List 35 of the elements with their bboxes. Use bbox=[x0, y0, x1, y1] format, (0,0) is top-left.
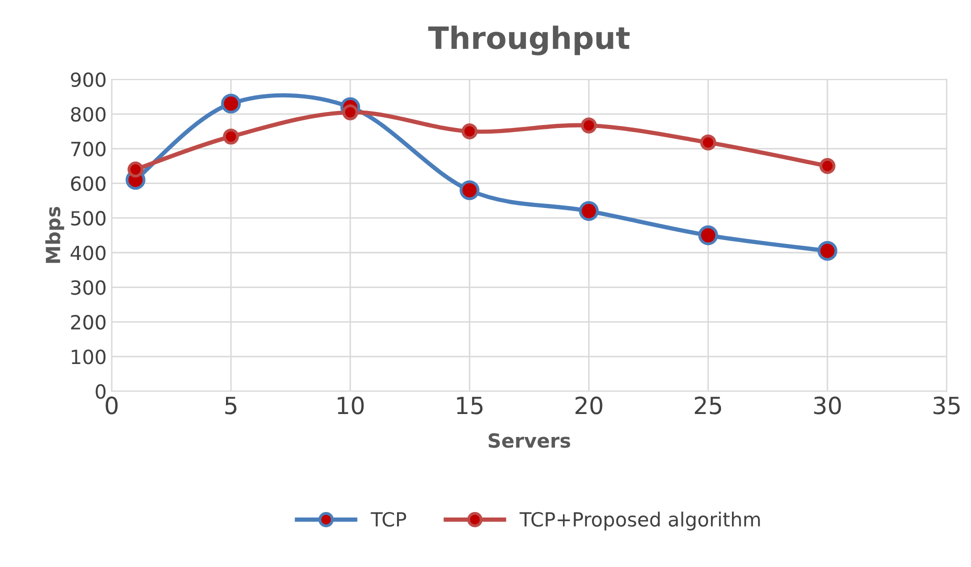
y-tick-label: 700 bbox=[71, 142, 106, 156]
y-tick-label: 800 bbox=[71, 106, 106, 122]
point bbox=[462, 123, 478, 140]
point bbox=[819, 158, 836, 174]
x-tick-label: 25 bbox=[694, 396, 722, 414]
x-tick-label: 15 bbox=[457, 396, 483, 414]
x-axis-title: Servers bbox=[488, 433, 570, 448]
y-tick-label: 600 bbox=[71, 176, 106, 191]
point bbox=[342, 104, 358, 120]
y-tick-label: 100 bbox=[72, 350, 106, 364]
point bbox=[222, 128, 239, 145]
y-tick-label: 200 bbox=[71, 314, 106, 330]
x-tick-label: 20 bbox=[576, 396, 602, 414]
point bbox=[698, 225, 718, 246]
y-tick-label: 300 bbox=[71, 280, 106, 295]
y-tick-label: 900 bbox=[70, 72, 106, 88]
x-tick-label: 0 bbox=[106, 396, 118, 414]
point bbox=[818, 241, 838, 261]
point bbox=[221, 94, 241, 114]
y-tick-label: 0 bbox=[96, 384, 106, 399]
x-tick-label: 5 bbox=[225, 396, 236, 414]
point bbox=[580, 117, 597, 134]
x-tick-label: 35 bbox=[934, 396, 960, 414]
point bbox=[578, 201, 599, 221]
y-tick-label: 400 bbox=[70, 246, 106, 260]
y-tick-label: 500 bbox=[71, 210, 106, 226]
point bbox=[128, 161, 144, 178]
point bbox=[460, 180, 480, 200]
x-tick-label: 10 bbox=[338, 396, 364, 414]
y-axis-title: Mbps bbox=[45, 206, 64, 263]
legend-label: TCP+Proposed algorithm bbox=[520, 512, 760, 530]
x-tick-label: 30 bbox=[814, 396, 841, 414]
chart-title: Throughput bbox=[428, 26, 630, 56]
legend-label: TCP bbox=[370, 512, 406, 527]
point bbox=[700, 134, 716, 150]
